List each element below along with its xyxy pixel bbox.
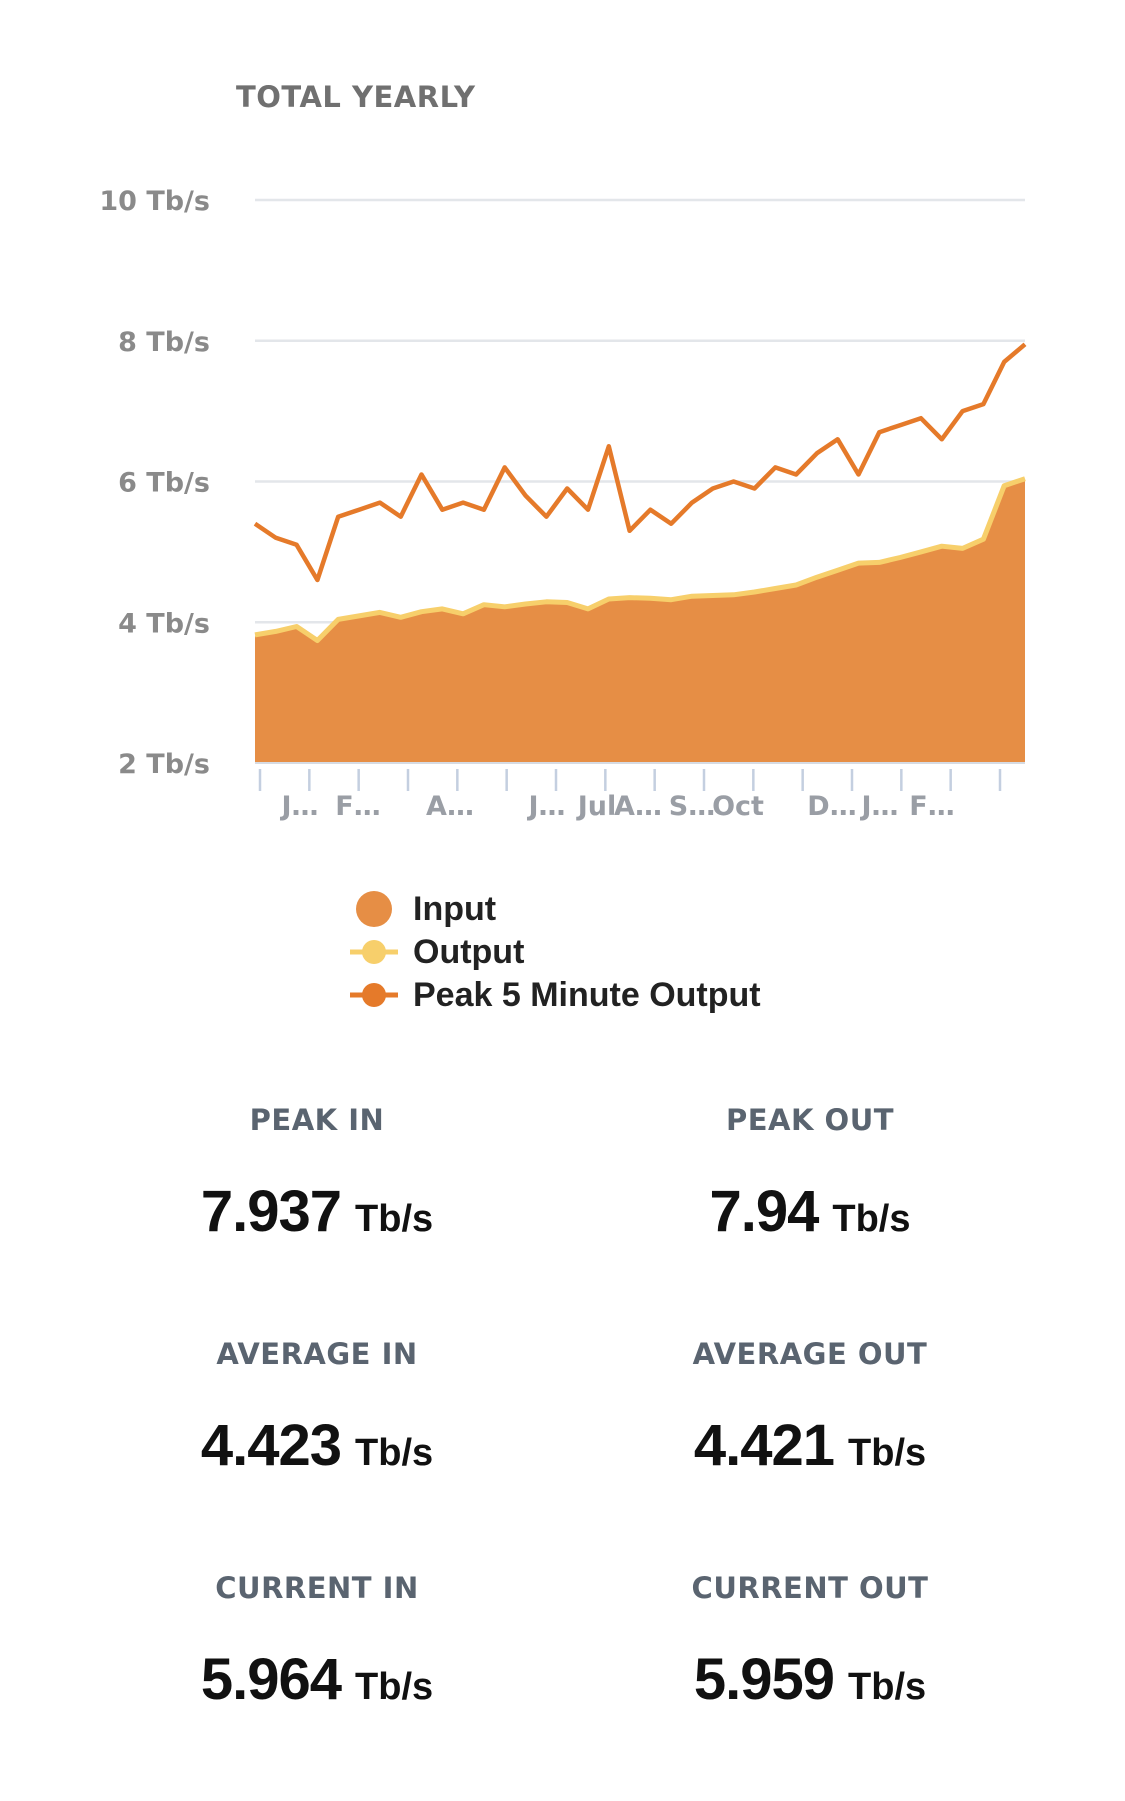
legend-label-peak-output: Peak 5 Minute Output xyxy=(413,976,761,1014)
line-circle-icon xyxy=(350,940,398,964)
x-tick-label: J… xyxy=(279,791,318,822)
legend-swatch-output-dot xyxy=(362,940,386,964)
stat-value-peak-out: 7.94 Tb/s xyxy=(560,1178,1060,1245)
legend-label-output: Output xyxy=(413,933,525,971)
stat-peak-out: PEAK OUT 7.94 Tb/s xyxy=(560,1100,1060,1245)
series-layer xyxy=(253,342,1027,763)
stat-number-peak-out: 7.94 xyxy=(709,1179,819,1244)
stat-label-current-in: CURRENT IN xyxy=(215,1571,419,1605)
x-tick-label: J… xyxy=(859,791,898,822)
stat-value-average-out: 4.421 Tb/s xyxy=(560,1412,1060,1479)
stat-unit-peak-out: Tb/s xyxy=(832,1198,911,1240)
stat-current-out: CURRENT OUT 5.959 Tb/s xyxy=(560,1568,1060,1713)
x-tick-label: A… xyxy=(614,791,662,822)
stat-label-current-out: CURRENT OUT xyxy=(691,1571,929,1605)
stat-unit-current-in: Tb/s xyxy=(355,1666,434,1708)
page-title: TOTAL YEARLY xyxy=(236,80,476,114)
y-tick-label: 2 Tb/s xyxy=(118,749,210,780)
stat-number-current-out: 5.959 xyxy=(693,1647,835,1712)
series-line-peak-5-minute-output xyxy=(253,342,1027,583)
chart-legend: Input Output Peak 5 Minute Output xyxy=(349,888,761,1017)
stat-label-peak-in: PEAK IN xyxy=(249,1103,385,1137)
stat-number-current-in: 5.964 xyxy=(200,1647,342,1712)
x-tick-label: J… xyxy=(526,791,565,822)
x-tick-label: Jul xyxy=(576,791,617,822)
legend-item-peak-output[interactable]: Peak 5 Minute Output xyxy=(349,974,761,1017)
legend-swatch-peak-dot xyxy=(362,983,386,1007)
stat-current-in: CURRENT IN 5.964 Tb/s xyxy=(67,1568,567,1713)
x-tick-label: Oct xyxy=(712,791,764,822)
stat-peak-in: PEAK IN 7.937 Tb/s xyxy=(67,1100,567,1245)
stat-unit-average-out: Tb/s xyxy=(848,1432,927,1474)
legend-label-input: Input xyxy=(413,890,497,928)
stat-unit-peak-in: Tb/s xyxy=(355,1198,434,1240)
traffic-chart: 2 Tb/s 4 Tb/s 6 Tb/s 8 Tb/s 10 Tb/s J… F… A… J…… xyxy=(99,186,1027,822)
stat-value-current-in: 5.964 Tb/s xyxy=(67,1646,567,1713)
line-circle-icon xyxy=(350,983,398,1007)
x-tick-label: A… xyxy=(426,791,474,822)
stat-number-average-in: 4.423 xyxy=(200,1413,342,1478)
x-tick-label: D… xyxy=(807,791,856,822)
stat-label-average-in: AVERAGE IN xyxy=(216,1337,418,1371)
filled-circle-icon xyxy=(356,891,392,927)
x-tick-label: F… xyxy=(909,791,954,822)
stat-unit-average-in: Tb/s xyxy=(355,1432,434,1474)
x-tick-label: S… xyxy=(669,791,715,822)
stat-unit-current-out: Tb/s xyxy=(848,1666,927,1708)
stat-average-in: AVERAGE IN 4.423 Tb/s xyxy=(67,1334,567,1479)
x-tick-label: F… xyxy=(335,791,380,822)
stat-label-average-out: AVERAGE OUT xyxy=(692,1337,928,1371)
stat-number-average-out: 4.421 xyxy=(693,1413,835,1478)
stat-value-current-out: 5.959 Tb/s xyxy=(560,1646,1060,1713)
series-line-output xyxy=(254,476,1026,643)
y-tick-label: 10 Tb/s xyxy=(99,186,210,217)
y-axis-labels: 2 Tb/s 4 Tb/s 6 Tb/s 8 Tb/s 10 Tb/s xyxy=(99,186,210,780)
stat-number-peak-in: 7.937 xyxy=(200,1179,342,1244)
stat-label-peak-out: PEAK OUT xyxy=(725,1103,895,1137)
stat-average-out: AVERAGE OUT 4.421 Tb/s xyxy=(560,1334,1060,1479)
legend-swatch-input xyxy=(356,891,392,927)
y-tick-label: 4 Tb/s xyxy=(118,608,210,639)
stat-value-average-in: 4.423 Tb/s xyxy=(67,1412,567,1479)
stat-value-peak-in: 7.937 Tb/s xyxy=(67,1178,567,1245)
y-tick-label: 8 Tb/s xyxy=(118,327,210,358)
legend-item-output[interactable]: Output xyxy=(349,931,761,974)
legend-item-input[interactable]: Input xyxy=(349,888,761,931)
y-tick-label: 6 Tb/s xyxy=(118,468,210,499)
series-area-input xyxy=(255,480,1025,763)
